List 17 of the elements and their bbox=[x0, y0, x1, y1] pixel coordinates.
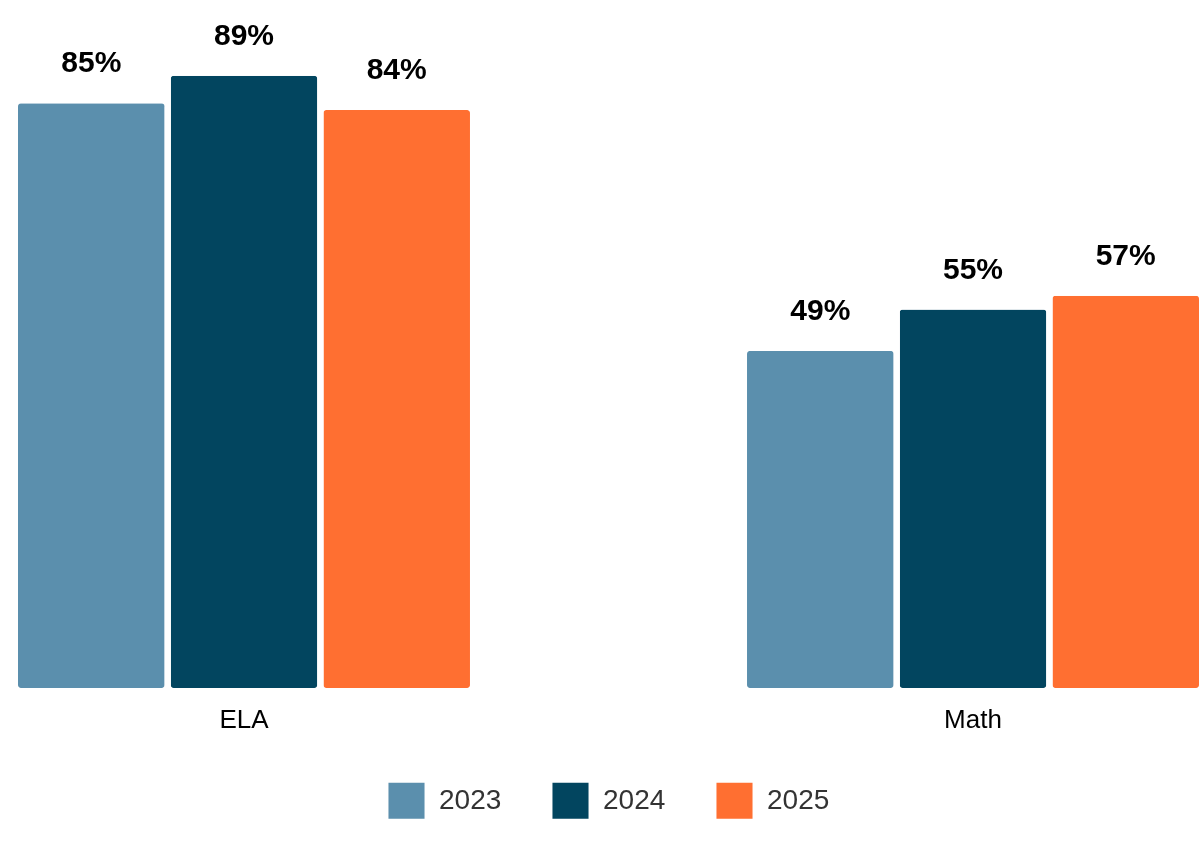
data-label: 89% bbox=[213, 17, 275, 51]
data-label: 49% bbox=[790, 292, 851, 326]
bar bbox=[899, 309, 1047, 688]
bar bbox=[170, 75, 318, 688]
data-label: 85% bbox=[61, 45, 122, 79]
data-label: 55% bbox=[942, 251, 1004, 285]
legend-label: 2025 bbox=[767, 783, 830, 815]
bar bbox=[18, 103, 165, 688]
data-label: 57% bbox=[1095, 237, 1156, 271]
bar bbox=[747, 350, 894, 688]
x-tick-label: Math bbox=[944, 703, 1002, 734]
legend-label: 2024 bbox=[603, 783, 666, 815]
bar bbox=[1052, 295, 1199, 688]
data-label: 84% bbox=[366, 52, 427, 86]
legend-label: 2023 bbox=[439, 783, 502, 815]
x-tick-label: ELA bbox=[219, 703, 270, 734]
bar bbox=[323, 110, 470, 688]
